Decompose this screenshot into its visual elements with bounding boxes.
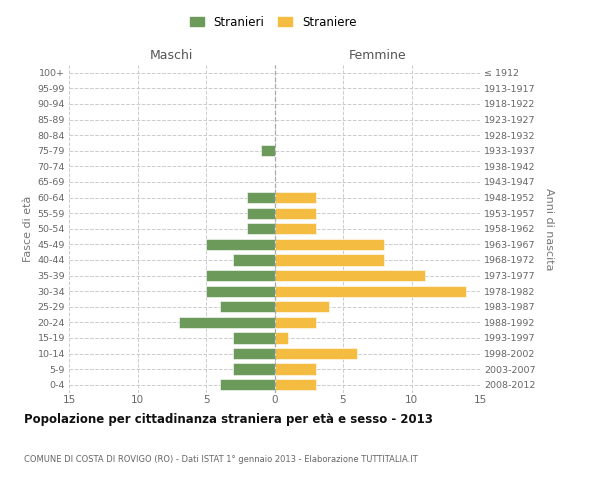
Bar [275,364,316,374]
Bar [179,316,275,328]
Bar [275,379,316,390]
Bar [275,286,466,296]
Bar [206,286,275,296]
Bar [220,379,275,390]
Bar [206,238,275,250]
Text: COMUNE DI COSTA DI ROVIGO (RO) - Dati ISTAT 1° gennaio 2013 - Elaborazione TUTTI: COMUNE DI COSTA DI ROVIGO (RO) - Dati IS… [24,455,418,464]
Bar [275,316,316,328]
Bar [233,348,275,359]
Bar [275,192,316,203]
Bar [275,332,288,344]
Y-axis label: Anni di nascita: Anni di nascita [544,188,554,270]
Bar [233,254,275,266]
Bar [275,208,316,219]
Bar [275,301,329,312]
Text: Femmine: Femmine [349,49,406,62]
Bar [275,348,356,359]
Bar [233,364,275,374]
Bar [275,223,316,234]
Y-axis label: Fasce di età: Fasce di età [23,196,33,262]
Bar [275,254,384,266]
Bar [233,332,275,344]
Text: Maschi: Maschi [150,49,193,62]
Bar [247,208,275,219]
Legend: Stranieri, Straniere: Stranieri, Straniere [185,11,361,34]
Text: Popolazione per cittadinanza straniera per età e sesso - 2013: Popolazione per cittadinanza straniera p… [24,412,433,426]
Bar [275,270,425,281]
Bar [247,223,275,234]
Bar [261,145,275,156]
Bar [275,238,384,250]
Bar [247,192,275,203]
Bar [220,301,275,312]
Bar [206,270,275,281]
